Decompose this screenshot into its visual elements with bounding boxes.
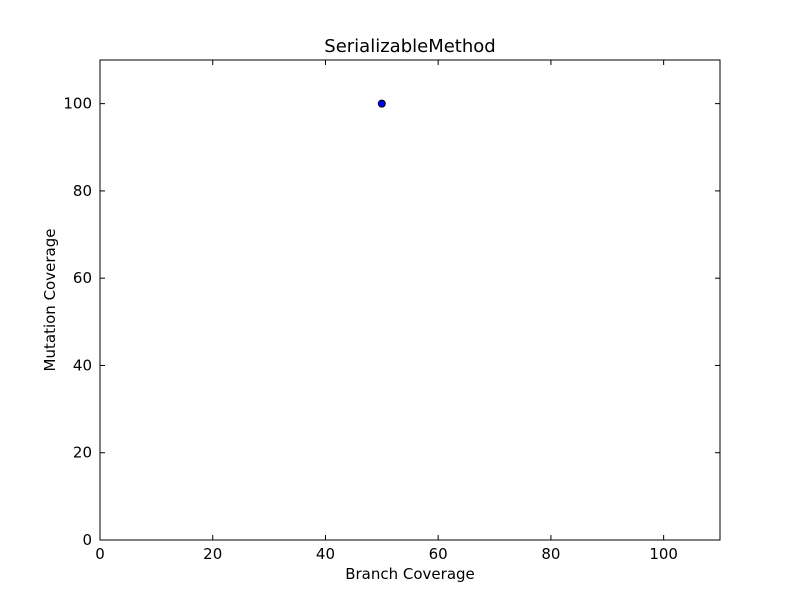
data-point (377, 99, 386, 108)
plot-frame (99, 59, 721, 541)
y-tick-label: 20 (73, 444, 92, 462)
x-axis-label: Branch Coverage (345, 565, 475, 583)
x-tick-label: 20 (203, 545, 222, 563)
y-axis-label: Mutation Coverage (41, 229, 59, 372)
y-tick-label: 60 (73, 269, 92, 287)
y-tick-label: 80 (73, 182, 92, 200)
x-tick-label: 0 (95, 545, 105, 563)
data-points (377, 99, 386, 108)
x-tick-label: 80 (541, 545, 560, 563)
y-tick-label: 100 (63, 95, 92, 113)
x-tick-label: 60 (429, 545, 448, 563)
y-tick-label: 40 (73, 356, 92, 374)
chart-title: SerializableMethod (324, 36, 495, 57)
axis-ticks: 0 20 40 60 80 100 0 20 40 60 80 100 (63, 60, 720, 563)
x-tick-label: 40 (316, 545, 335, 563)
y-tick-label: 0 (82, 531, 92, 549)
x-tick-label: 100 (649, 545, 678, 563)
